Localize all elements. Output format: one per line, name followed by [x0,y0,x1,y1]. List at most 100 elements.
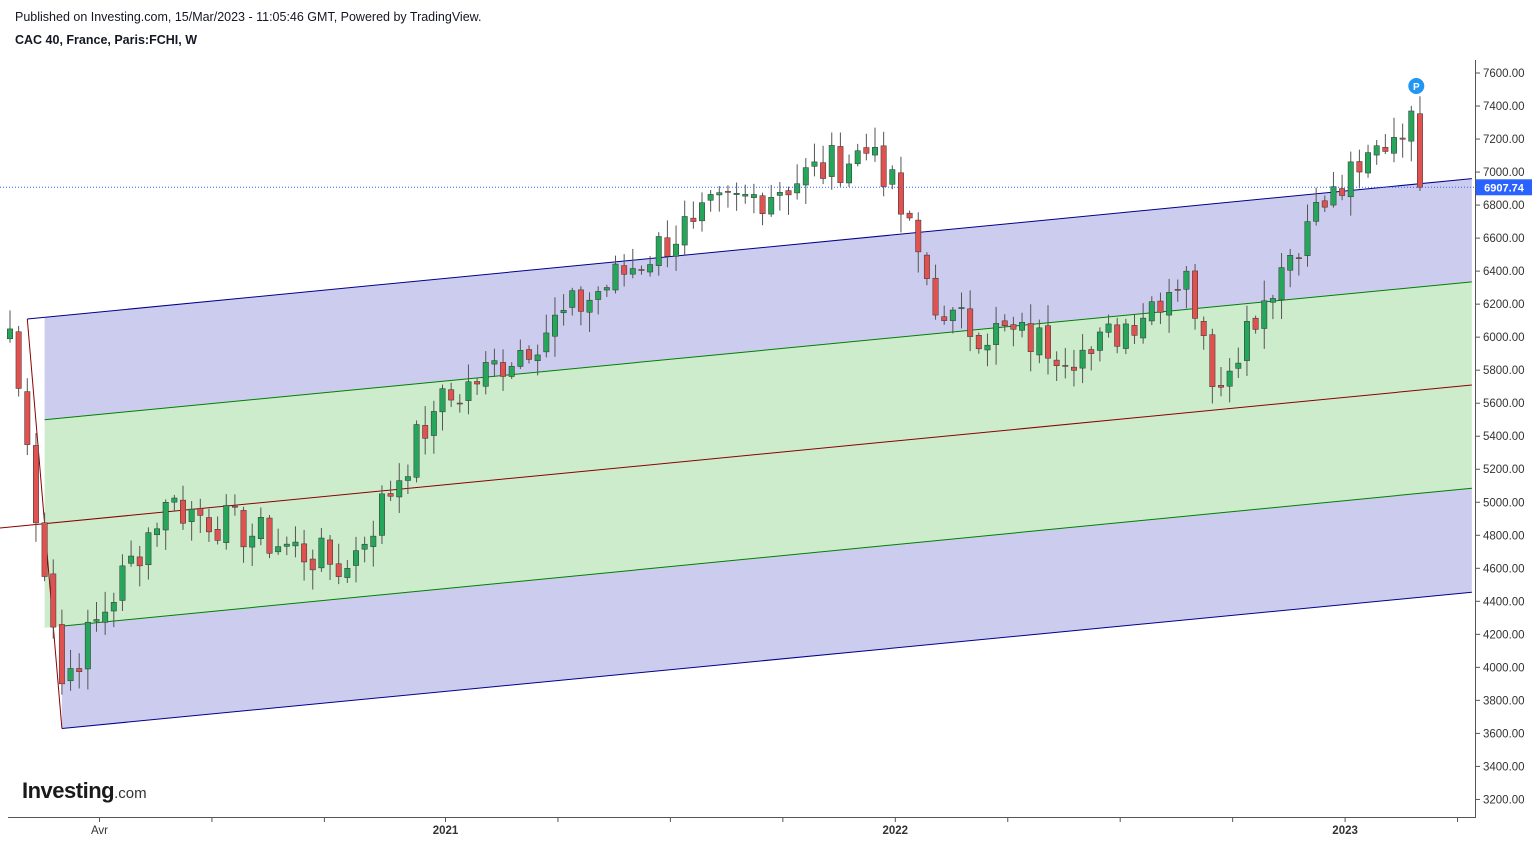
candle [768,184,775,217]
candle [1062,348,1069,379]
candle [1157,292,1164,325]
candle [707,189,714,212]
candle-body [413,424,420,478]
candle [1365,144,1371,178]
candle [690,201,697,229]
candle [733,182,740,211]
candle-body [889,169,896,185]
candle [915,212,922,273]
candle-body [136,556,143,567]
candle-body [292,541,299,547]
candle [1166,278,1173,333]
candle [1278,253,1285,320]
candle-body [1001,320,1008,327]
candle [898,156,904,233]
candle-body [794,183,801,194]
candle-body [863,147,870,154]
candle [24,378,31,456]
candle [543,314,550,358]
candle [84,609,91,690]
candle [1356,149,1363,189]
candle-body [67,668,74,682]
candle [128,540,135,567]
candle-body [569,290,576,308]
candle-body [621,265,628,275]
candle [552,297,558,357]
candle [162,499,169,550]
candle [984,333,991,367]
candle [214,516,221,545]
candle-body [1295,257,1302,259]
candle-body [1036,327,1043,356]
candle [1226,358,1233,403]
candle [1339,174,1346,201]
candle-body [1114,324,1121,347]
candle-body [180,499,186,524]
candle-body [1391,137,1397,154]
candle-body [1148,301,1155,322]
y-tick-label: 5600.00 [1483,398,1525,410]
candle-body [240,510,247,548]
candle [1027,304,1034,372]
candle-body [1053,359,1060,367]
candle-body [1174,289,1181,291]
candle-body [1373,145,1380,156]
candle [93,601,100,632]
candle-body [1252,317,1259,330]
candle [1295,253,1302,276]
candle [517,339,524,369]
candle-body [361,543,368,550]
candle-body [750,194,757,198]
candle [396,463,403,513]
candle-body [837,146,844,183]
lower-inner-line [61,487,1472,627]
candle-body [595,291,602,300]
candle [188,501,195,541]
candle-body [15,331,22,389]
candle-body [647,264,654,273]
candle-body [500,362,507,377]
candle [958,292,965,329]
candle [1218,366,1224,397]
candle-body [534,354,541,361]
candle-body [387,493,394,497]
y-tick-label: 4800.00 [1483,530,1525,542]
candle-body [84,621,91,670]
candle-body [448,389,455,401]
y-tick-label: 4200.00 [1483,629,1525,641]
candle-body [1269,298,1276,303]
candle [1261,280,1268,349]
candle-body [1140,317,1147,339]
lower-outer-band [61,488,1472,729]
candle-body [1183,270,1190,290]
candle-body [439,388,446,413]
candle-body [880,145,887,187]
candle-body [1321,200,1328,208]
candle [1140,303,1147,344]
candle [1019,312,1025,338]
candle-body [1166,292,1173,316]
candle [837,132,844,187]
candle-body [898,172,904,215]
candle-body [145,532,152,566]
candle [1269,294,1276,320]
candle [776,182,783,211]
candle-body [776,192,783,196]
candle-body [638,269,645,271]
y-tick-label: 4600.00 [1483,563,1525,575]
candle [846,154,852,188]
y-tick-label: 4400.00 [1483,596,1525,608]
candle-body [1071,366,1077,371]
candle-body [1157,300,1164,313]
y-tick-label: 3600.00 [1483,728,1525,740]
y-tick-label: 3400.00 [1483,761,1525,773]
candle [15,325,22,397]
candle-body [318,537,325,569]
candle [655,232,662,276]
candle-body [119,565,126,601]
candle-body [474,381,481,385]
candle-body [188,508,195,522]
candle [413,420,420,483]
candle [526,345,532,364]
candle-body [102,611,109,623]
